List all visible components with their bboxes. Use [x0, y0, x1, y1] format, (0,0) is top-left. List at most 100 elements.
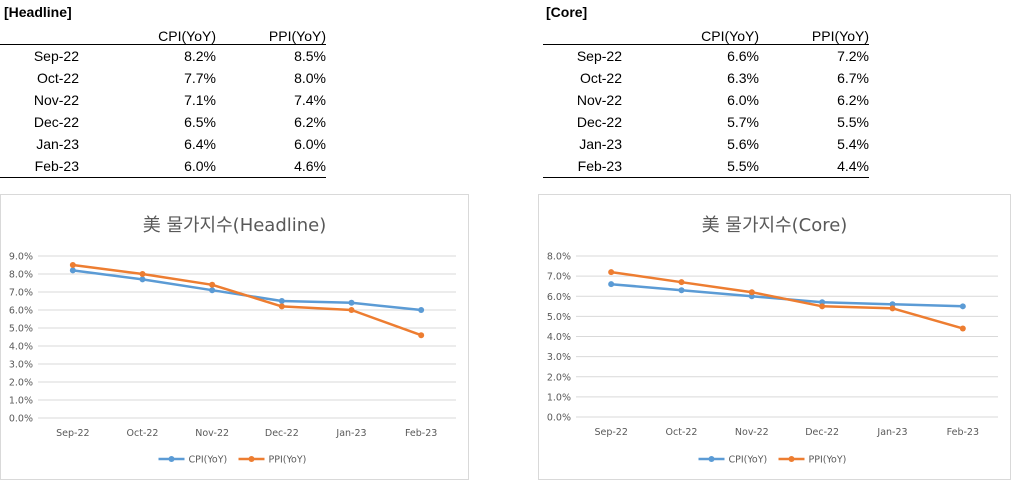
x-tick-label: Dec-22 [805, 427, 839, 438]
core-chart-svg: 美 물가지수(Core) 0.0% 1.0% 2.0% 3.0% 4.0% 5.0% 6.0%… [547, 215, 998, 466]
table-row: Sep-22 6.6% 7.2% [543, 45, 869, 68]
ppi-header: PPI(YoY) [811, 28, 869, 44]
table-row: Oct-22 6.3% 6.7% [543, 67, 869, 89]
row-date: Sep-22 [576, 48, 622, 64]
table-row: Feb-23 5.5% 4.4% [543, 155, 869, 178]
row-cpi: 6.5% [184, 114, 216, 130]
date-header [0, 22, 79, 45]
data-point [278, 298, 285, 304]
data-point [959, 303, 966, 310]
x-tick-label: Feb-23 [405, 428, 437, 439]
row-date: Jan-23 [579, 136, 622, 152]
data-point [608, 269, 615, 276]
row-cpi: 5.7% [727, 114, 759, 130]
y-tick-label: 7.0% [547, 272, 571, 283]
legend-marker [788, 456, 795, 462]
row-cpi: 5.6% [727, 136, 759, 152]
x-tick-label: Nov-22 [735, 427, 769, 438]
y-tick-label: 4.0% [547, 332, 571, 343]
data-point [748, 289, 755, 296]
headline-chart-svg: 美 물가지수(Headline) 0.0% 1.0% 2.0% 3.0% 4.0% 5.0%… [9, 215, 456, 466]
date-header [543, 22, 622, 45]
x-tick-label: Jan-23 [335, 428, 366, 439]
row-ppi: 6.0% [294, 136, 326, 152]
y-tick-label: 3.0% [547, 352, 571, 363]
cpi-header: CPI(YoY) [158, 28, 216, 44]
table-row: Dec-22 5.7% 5.5% [543, 111, 869, 133]
y-tick-label: 2.0% [9, 378, 33, 389]
row-cpi: 7.1% [184, 92, 216, 108]
row-date: Dec-22 [33, 114, 79, 130]
table-row: Jan-23 6.4% 6.0% [0, 133, 326, 155]
row-date: Sep-22 [33, 48, 79, 64]
row-cpi: 5.5% [727, 158, 759, 174]
y-tick-label: 1.0% [9, 396, 33, 407]
x-tick-label: Oct-22 [127, 428, 159, 439]
data-point [418, 307, 425, 313]
y-tick-label: 8.0% [547, 252, 571, 263]
row-ppi: 5.4% [837, 136, 869, 152]
row-date: Oct-22 [36, 70, 79, 86]
legend-label: PPI(YoY) [269, 455, 307, 466]
core-chart: 美 물가지수(Core) 0.0% 1.0% 2.0% 3.0% 4.0% 5.0% 6.0%… [538, 194, 1011, 480]
y-tick-label: 5.0% [9, 324, 33, 335]
table-header-row: CPI(YoY) PPI(YoY) [0, 22, 326, 45]
row-ppi: 5.5% [837, 114, 869, 130]
y-tick-label: 7.0% [9, 288, 33, 299]
table-row: Sep-22 8.2% 8.5% [0, 45, 326, 68]
row-ppi: 6.2% [294, 114, 326, 130]
x-tick-label: Sep-22 [594, 427, 627, 438]
series-line [611, 282, 963, 308]
data-point [278, 303, 285, 310]
data-point [348, 299, 355, 306]
row-ppi: 7.2% [837, 48, 869, 64]
headline-title: [Headline] [4, 4, 72, 20]
row-date: Nov-22 [33, 92, 79, 108]
row-ppi: 8.0% [294, 70, 326, 86]
row-cpi: 6.0% [727, 92, 759, 108]
row-cpi: 6.6% [727, 48, 759, 64]
series-line [72, 269, 422, 312]
y-tick-label: 4.0% [9, 342, 33, 353]
data-point [209, 287, 216, 294]
table-header-row: CPI(YoY) PPI(YoY) [543, 22, 869, 45]
ppi-header: PPI(YoY) [268, 28, 326, 44]
chart-title: 美 물가지수(Headline) [143, 215, 327, 236]
chart-title: 美 물가지수(Core) [702, 215, 848, 236]
data-point [69, 262, 76, 268]
row-date: Nov-22 [576, 92, 622, 108]
row-date: Feb-23 [34, 158, 79, 174]
row-cpi: 6.3% [727, 70, 759, 86]
headline-chart: 美 물가지수(Headline) 0.0% 1.0% 2.0% 3.0% 4.0% 5.0%… [0, 194, 469, 480]
series-line [611, 270, 964, 330]
data-point [139, 271, 146, 277]
y-tick-label: 2.0% [547, 372, 571, 383]
y-tick-label: 5.0% [547, 312, 571, 323]
row-date: Dec-22 [576, 114, 622, 130]
x-tick-label: Nov-22 [195, 428, 229, 439]
data-point [819, 303, 826, 310]
row-date: Jan-23 [36, 136, 79, 152]
legend-marker [168, 456, 175, 462]
x-tick-label: Dec-22 [265, 428, 299, 439]
row-cpi: 6.0% [184, 158, 216, 174]
core-title: [Core] [546, 4, 588, 20]
row-cpi: 8.2% [184, 48, 216, 64]
row-cpi: 6.4% [184, 136, 216, 152]
x-tick-label: Jan-23 [876, 427, 907, 438]
x-tick-label: Feb-23 [947, 427, 979, 438]
row-ppi: 7.4% [294, 92, 326, 108]
core-table: CPI(YoY) PPI(YoY) Sep-22 6.6% 7.2% Oct-22 6… [543, 22, 869, 178]
data-point [139, 276, 146, 283]
row-ppi: 6.2% [837, 92, 869, 108]
cpi-header: CPI(YoY) [701, 28, 759, 44]
row-date: Oct-22 [579, 70, 622, 86]
row-cpi: 7.7% [184, 70, 216, 86]
data-point [69, 267, 76, 274]
data-point [209, 281, 216, 288]
row-ppi: 4.6% [294, 158, 326, 174]
y-tick-label: 6.0% [547, 292, 571, 303]
x-tick-label: Oct-22 [666, 427, 698, 438]
series-line [72, 263, 422, 337]
row-date: Feb-23 [577, 158, 622, 174]
